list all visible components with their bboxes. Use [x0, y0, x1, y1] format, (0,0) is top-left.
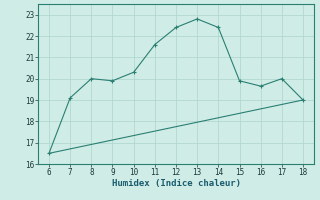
- X-axis label: Humidex (Indice chaleur): Humidex (Indice chaleur): [111, 179, 241, 188]
